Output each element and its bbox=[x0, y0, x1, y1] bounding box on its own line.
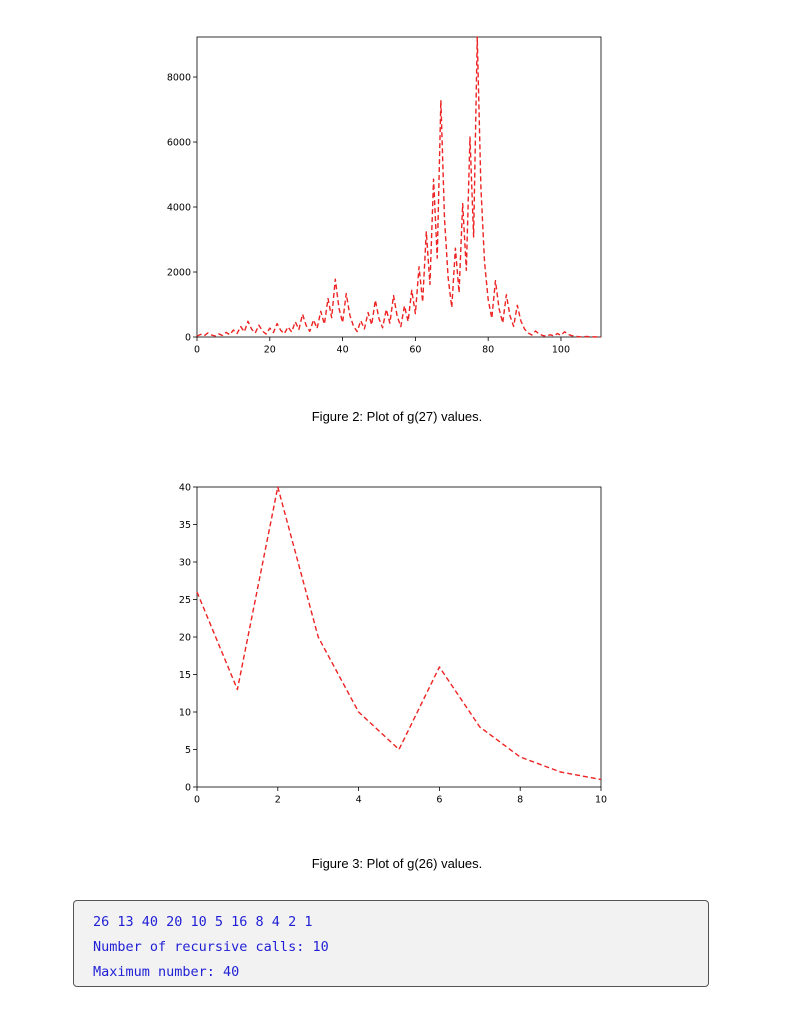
figure-2-caption: Figure 2: Plot of g(27) values. bbox=[311, 409, 483, 424]
x-tick-label: 80 bbox=[482, 345, 494, 356]
x-tick-label: 0 bbox=[194, 795, 200, 806]
x-tick-label: 8 bbox=[517, 795, 523, 806]
x-tick-label: 4 bbox=[356, 795, 362, 806]
y-tick-label: 0 bbox=[185, 782, 191, 793]
x-tick-label: 0 bbox=[194, 345, 200, 356]
y-tick-label: 2000 bbox=[167, 267, 191, 278]
y-tick-label: 6000 bbox=[167, 137, 191, 148]
x-tick-label: 6 bbox=[436, 795, 442, 806]
y-tick-label: 20 bbox=[179, 632, 191, 643]
g27-line-chart: 0 20 40 60 80 100 0 2000 4000 6000 8000 bbox=[167, 36, 602, 356]
y-tick-label: 0 bbox=[185, 332, 191, 343]
y-tick-label: 5 bbox=[185, 745, 191, 756]
program-output-box: 26 13 40 20 10 5 16 8 4 2 1 Number of re… bbox=[73, 900, 709, 987]
x-tick-label: 20 bbox=[264, 345, 276, 356]
x-tick-label: 2 bbox=[275, 795, 281, 806]
x-tick-label: 60 bbox=[409, 345, 421, 356]
x-tick-label: 100 bbox=[552, 345, 570, 356]
figure-3: 0 2 4 6 8 10 0 5 10 15 20 25 30 35 40 bbox=[0, 470, 794, 880]
x-tick-label: 40 bbox=[337, 345, 349, 356]
figure-2: 0 20 40 60 80 100 0 2000 4000 6000 8000 bbox=[0, 0, 794, 440]
plot-frame bbox=[196, 36, 602, 338]
y-tick-label: 4000 bbox=[167, 202, 191, 213]
y-tick-label: 30 bbox=[179, 557, 191, 568]
series-line bbox=[196, 486, 602, 781]
output-recursive-calls: Number of recursive calls: 10 bbox=[93, 939, 329, 955]
output-maximum: Maximum number: 40 bbox=[93, 964, 240, 980]
y-tick-label: 40 bbox=[179, 482, 191, 493]
y-tick-label: 8000 bbox=[167, 72, 191, 83]
y-tick-label: 10 bbox=[179, 707, 191, 718]
x-tick-label: 10 bbox=[595, 795, 607, 806]
figure-3-caption: Figure 3: Plot of g(26) values. bbox=[311, 856, 483, 871]
series-line bbox=[196, 36, 602, 338]
y-tick-label: 35 bbox=[179, 520, 191, 531]
g26-line-chart: 0 2 4 6 8 10 0 5 10 15 20 25 30 35 40 bbox=[179, 482, 607, 806]
plot-frame bbox=[196, 486, 602, 788]
y-tick-label: 25 bbox=[179, 595, 191, 606]
y-tick-label: 15 bbox=[179, 670, 191, 681]
output-sequence: 26 13 40 20 10 5 16 8 4 2 1 bbox=[93, 914, 313, 930]
